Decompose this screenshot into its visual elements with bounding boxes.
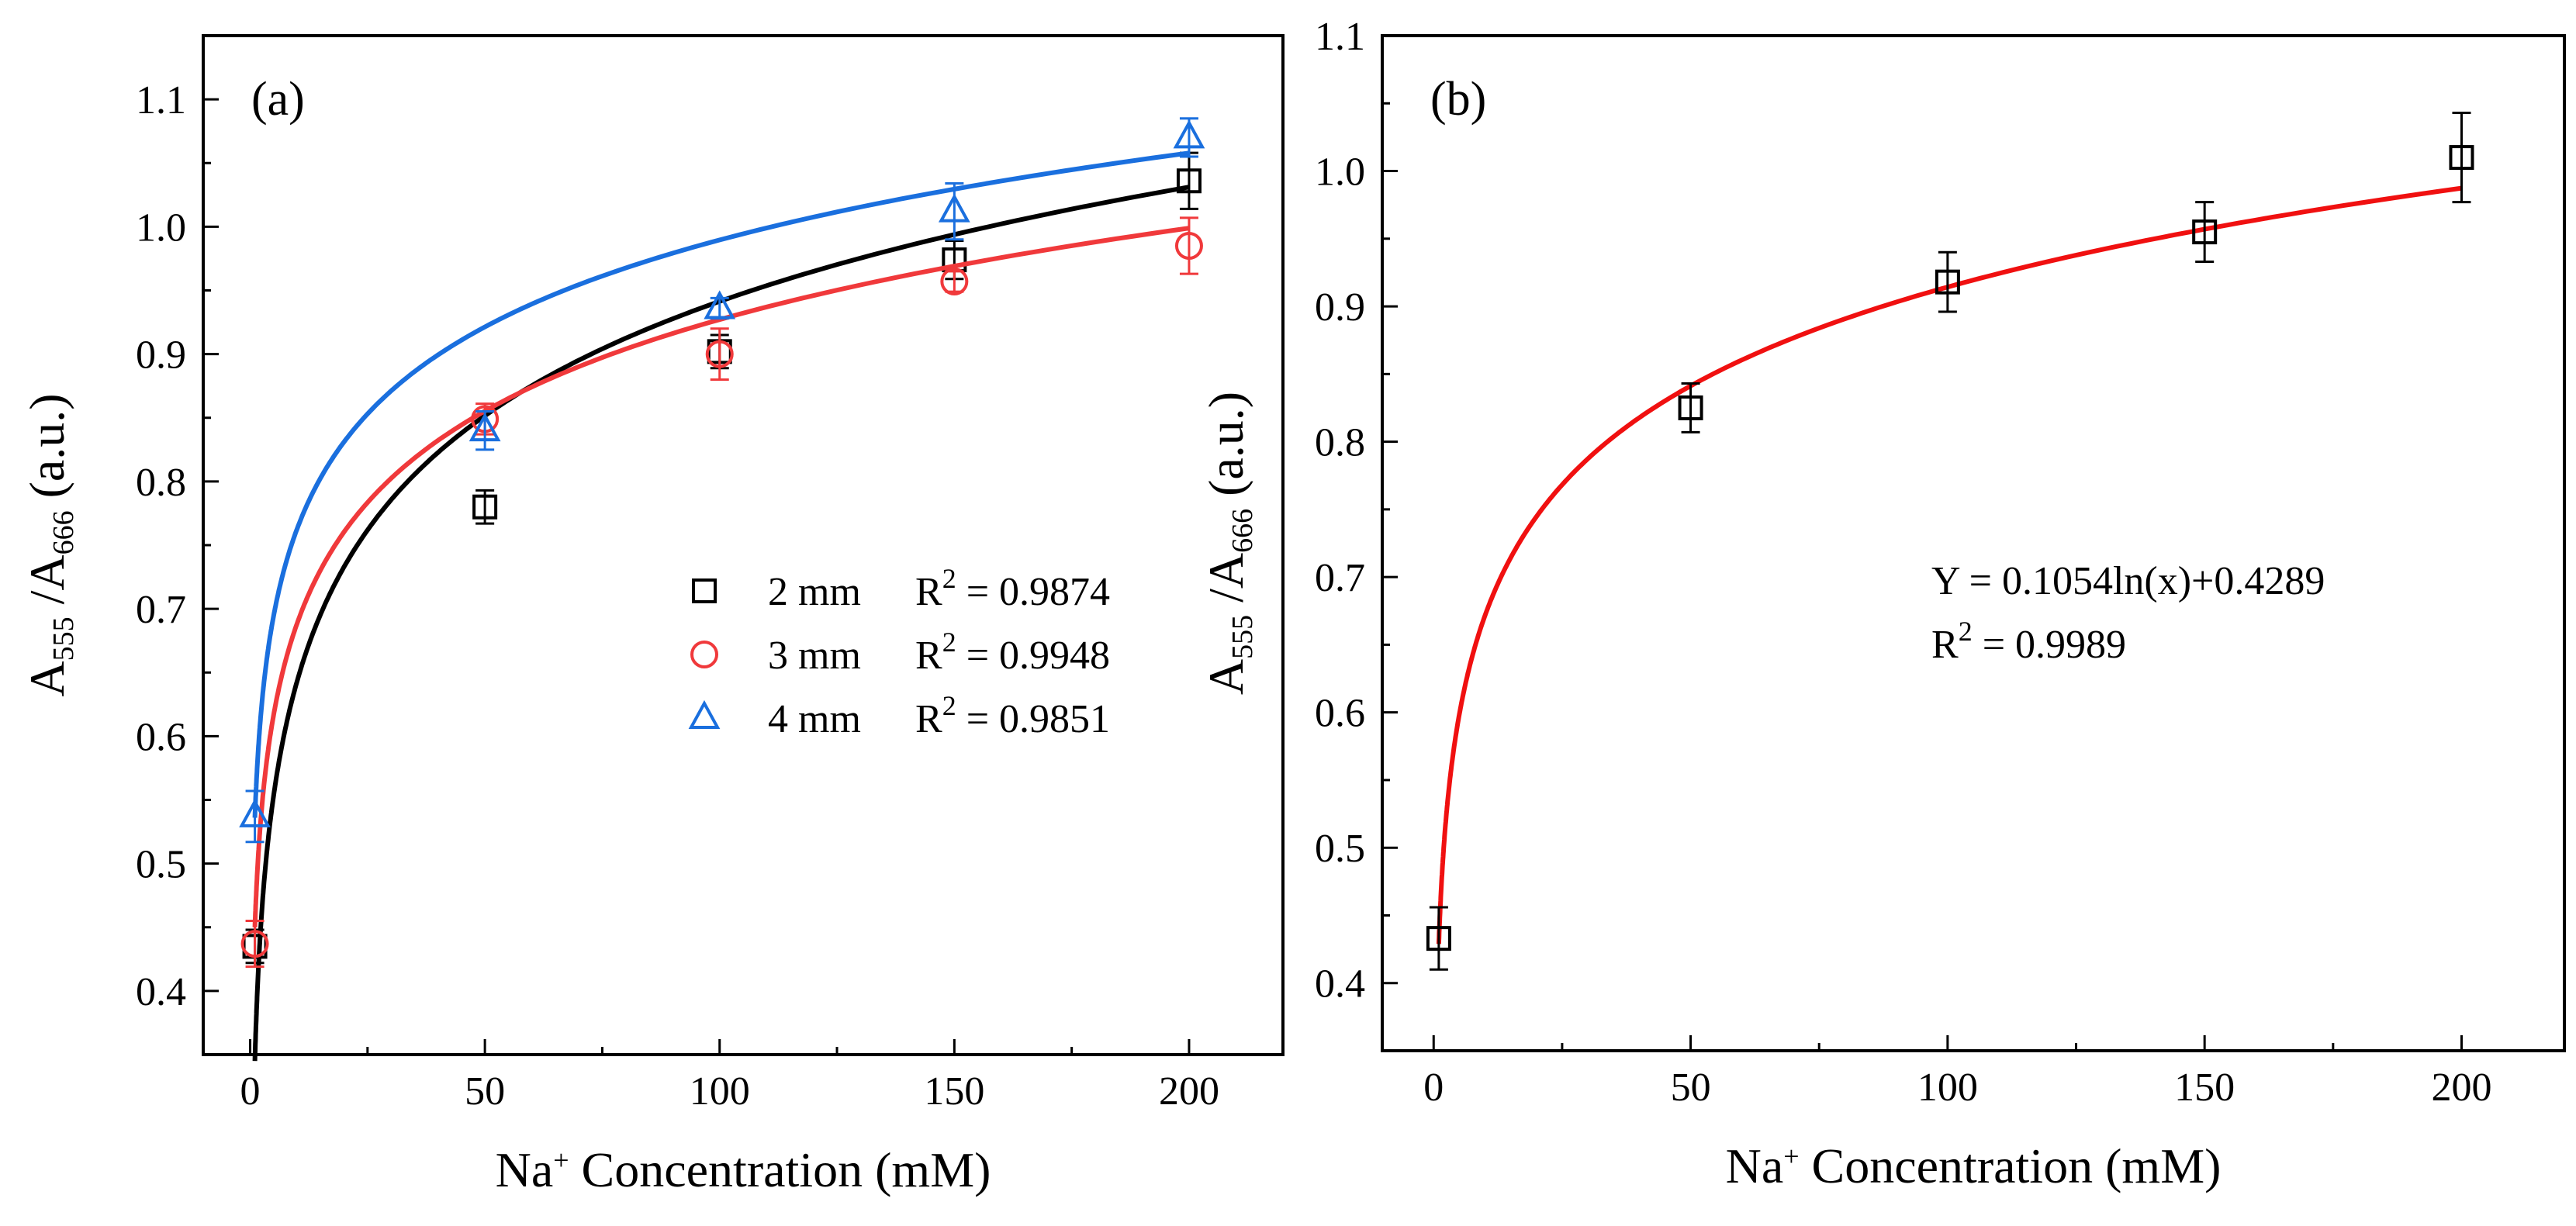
y-tick-label: 0.7 bbox=[136, 588, 186, 632]
x-tick-label: 150 bbox=[2174, 1065, 2235, 1110]
fit-curve-2 bbox=[252, 150, 1190, 818]
fit-curve-0 bbox=[1436, 185, 2462, 945]
legend-r2: R2 = 0.9948 bbox=[915, 627, 1110, 678]
panel-b-chart: 0 50 100 150 200 0.4 0.5 0.6 0.7 0.8 0.9 1.0 1.1 Na+ … bbox=[1198, 15, 2566, 1193]
legend-label: 3 mm bbox=[768, 634, 861, 678]
y-tick-label: 0.4 bbox=[136, 970, 186, 1014]
x-tick-label: 100 bbox=[1917, 1065, 1978, 1110]
x-tick-label: 50 bbox=[465, 1069, 505, 1114]
y-tick-label: 0.8 bbox=[136, 461, 186, 505]
data-point bbox=[1174, 232, 1203, 261]
fit-equation: Y = 0.1054ln(x)+0.4289 bbox=[1931, 559, 2325, 603]
data-point bbox=[2449, 145, 2474, 171]
x-tick-label: 150 bbox=[924, 1069, 984, 1114]
legend-marker bbox=[688, 699, 721, 729]
legend-r2: R2 = 0.9874 bbox=[915, 563, 1110, 614]
x-tick-label: 0 bbox=[240, 1069, 261, 1114]
data-point bbox=[469, 413, 501, 442]
data-point bbox=[1426, 926, 1451, 951]
panel-a-chart: 0 50 100 150 200 0.4 0.5 0.6 0.7 0.8 0.9 1.0 1.1 Na+ … bbox=[19, 34, 1285, 1197]
y-tick-label: 0.7 bbox=[1315, 556, 1365, 600]
data-point bbox=[239, 798, 271, 827]
y-axis-title: A555 /A666 (a.u.) bbox=[1198, 392, 1259, 695]
plot-frame bbox=[1381, 34, 2566, 1052]
data-point bbox=[1173, 119, 1205, 149]
panel-label: (b) bbox=[1430, 73, 1486, 126]
panel-label: (a) bbox=[251, 73, 305, 126]
data-point bbox=[704, 290, 736, 319]
data-point bbox=[1678, 395, 1703, 420]
y-tick-label: 0.5 bbox=[1315, 827, 1365, 871]
y-tick-label: 0.5 bbox=[136, 843, 186, 887]
x-tick-label: 200 bbox=[2431, 1065, 2491, 1110]
y-tick-label: 1.1 bbox=[1315, 15, 1365, 59]
fit-curve-0 bbox=[252, 185, 1190, 1062]
x-tick-label: 50 bbox=[1671, 1065, 1711, 1110]
y-tick-label: 0.4 bbox=[1315, 962, 1365, 1007]
data-point bbox=[1935, 269, 1960, 295]
y-tick-label: 1.0 bbox=[1315, 150, 1365, 195]
data-point bbox=[472, 494, 498, 520]
y-axis-title: A555 /A666 (a.u.) bbox=[19, 393, 80, 696]
x-tick-label: 200 bbox=[1159, 1069, 1219, 1114]
y-tick-label: 1.1 bbox=[136, 78, 186, 123]
legend-r2: R2 = 0.9851 bbox=[915, 690, 1110, 741]
legend-marker bbox=[692, 578, 717, 603]
x-tick-label: 100 bbox=[690, 1069, 750, 1114]
plot-frame bbox=[202, 34, 1285, 1056]
legend-marker bbox=[690, 641, 718, 668]
legend-label: 4 mm bbox=[768, 697, 861, 741]
data-point bbox=[705, 340, 734, 368]
data-point bbox=[240, 930, 269, 958]
legend-label: 2 mm bbox=[768, 570, 861, 614]
x-tick-label: 0 bbox=[1423, 1065, 1444, 1110]
x-axis-title: Na+ Concentration (mM) bbox=[496, 1142, 991, 1197]
y-tick-label: 0.6 bbox=[136, 715, 186, 759]
data-point bbox=[2192, 219, 2218, 245]
data-point bbox=[1176, 168, 1202, 194]
y-tick-label: 0.8 bbox=[1315, 421, 1365, 465]
y-tick-label: 1.0 bbox=[136, 205, 186, 250]
data-point bbox=[940, 268, 969, 296]
fit-r2: R2 = 0.9989 bbox=[1931, 616, 2126, 667]
y-tick-label: 0.9 bbox=[1315, 285, 1365, 330]
data-point bbox=[938, 193, 970, 223]
y-tick-label: 0.6 bbox=[1315, 692, 1365, 736]
y-tick-label: 0.9 bbox=[136, 333, 186, 378]
x-axis-title: Na+ Concentration (mM) bbox=[1726, 1138, 2222, 1193]
